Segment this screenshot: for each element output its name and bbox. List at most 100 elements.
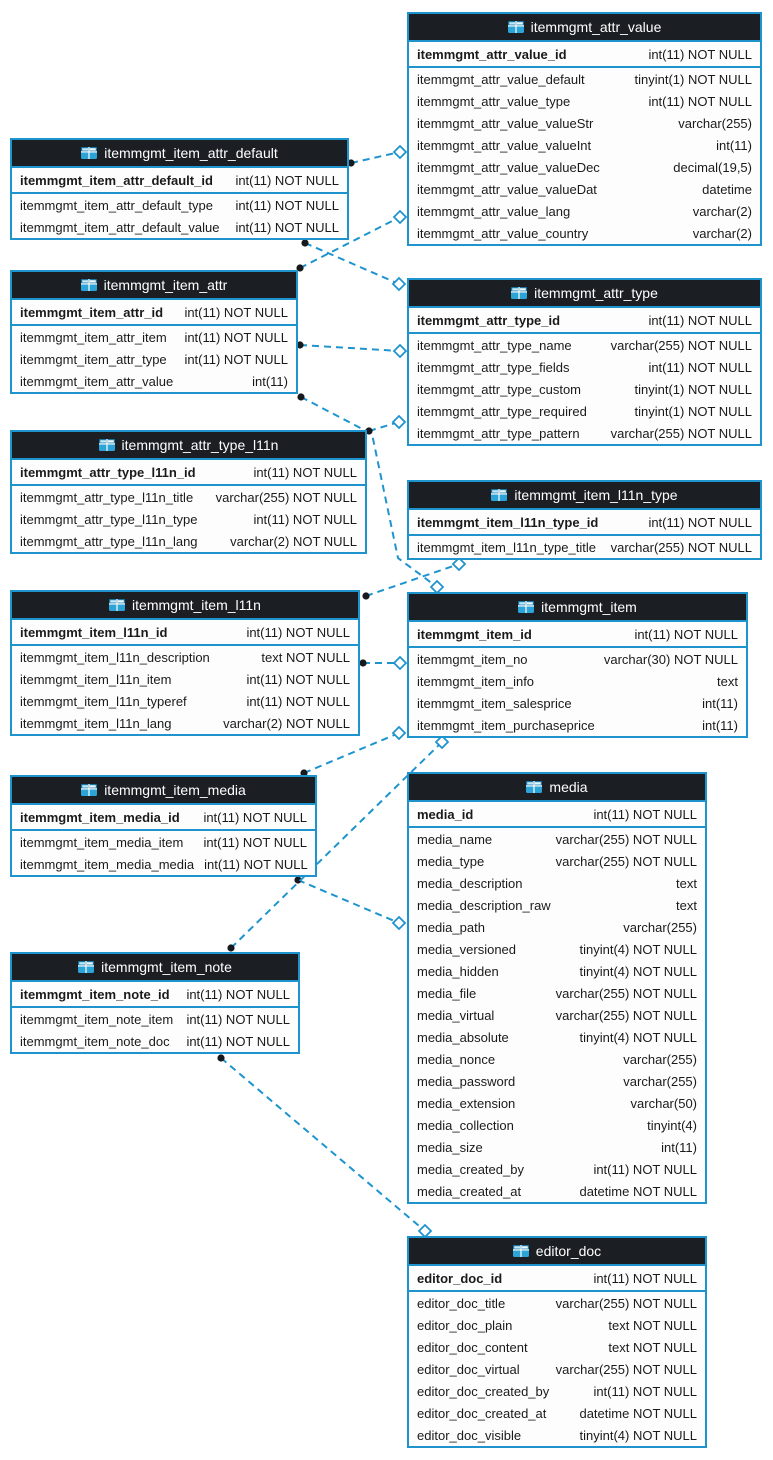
column-row: editor_doc_plain text NOT NULL — [409, 1314, 705, 1336]
column-row: itemmgmt_item_attr_default_value int(11) … — [12, 216, 347, 238]
table-itemmgmt_item_l11n_type[interactable]: itemmgmt_item_l11n_type itemmgmt_item_l11… — [407, 480, 762, 560]
column-name: itemmgmt_attr_type_pattern — [417, 425, 580, 441]
column-row: media_nonce varchar(255) — [409, 1048, 705, 1070]
primary-key-section: itemmgmt_attr_type_l11n_id int(11) NOT NU… — [12, 460, 365, 486]
column-name: itemmgmt_attr_value_default — [417, 71, 585, 87]
column-row: itemmgmt_attr_value_valueDat datetime — [409, 178, 760, 200]
column-row: itemmgmt_item_media_item int(11) NOT NULL — [12, 831, 315, 853]
column-type: int(11) NOT NULL — [204, 856, 308, 872]
column-type: text — [676, 897, 697, 913]
relationship-diamond-endpoint — [392, 655, 408, 671]
table-itemmgmt_attr_type_l11n[interactable]: itemmgmt_attr_type_l11n itemmgmt_attr_typ… — [10, 430, 367, 554]
columns-section: itemmgmt_item_attr_item int(11) NOT NULL i… — [12, 326, 296, 392]
column-row: itemmgmt_attr_type_pattern varchar(255) N… — [409, 422, 760, 444]
column-type: int(11) NOT NULL — [648, 312, 752, 328]
column-name: itemmgmt_item_note_doc — [20, 1033, 170, 1049]
table-itemmgmt_attr_type[interactable]: itemmgmt_attr_type itemmgmt_attr_type_id i… — [407, 278, 762, 446]
column-type: int(11) NOT NULL — [184, 329, 288, 345]
column-row: itemmgmt_attr_type_l11n_type int(11) NOT … — [12, 508, 365, 530]
table-header[interactable]: itemmgmt_item_l11n_type — [409, 482, 760, 510]
column-row: media_description text — [409, 872, 705, 894]
column-type: tinyint(4) NOT NULL — [579, 963, 697, 979]
column-name: itemmgmt_attr_type_l11n_title — [20, 489, 194, 505]
relationship-diamond-endpoint — [392, 144, 408, 160]
columns-section: media_name varchar(255) NOT NULL media_typ… — [409, 828, 705, 1202]
columns-section: editor_doc_title varchar(255) NOT NULL edi… — [409, 1292, 705, 1446]
column-name: itemmgmt_item_attr_value — [20, 373, 174, 389]
table-itemmgmt_item_note[interactable]: itemmgmt_item_note itemmgmt_item_note_id i… — [10, 952, 300, 1054]
column-name: editor_doc_plain — [417, 1317, 513, 1333]
column-name: editor_doc_content — [417, 1339, 528, 1355]
primary-key-section: itemmgmt_item_l11n_type_id int(11) NOT NU… — [409, 510, 760, 536]
column-name: editor_doc_id — [417, 1270, 503, 1286]
column-row: media_virtual varchar(255) NOT NULL — [409, 1004, 705, 1026]
column-type: varchar(255) NOT NULL — [610, 425, 752, 441]
relationship-dot-endpoint — [359, 659, 367, 667]
column-type: int(11) NOT NULL — [186, 1011, 290, 1027]
column-row: editor_doc_created_by int(11) NOT NULL — [409, 1380, 705, 1402]
columns-section: itemmgmt_item_l11n_type_title varchar(255… — [409, 536, 760, 558]
table-header[interactable]: itemmgmt_item_attr_default — [12, 140, 347, 168]
table-header[interactable]: itemmgmt_item_attr — [12, 272, 296, 300]
table-header[interactable]: itemmgmt_item — [409, 594, 746, 622]
column-row: media_file varchar(255) NOT NULL — [409, 982, 705, 1004]
column-name: media_collection — [417, 1117, 514, 1133]
table-header[interactable]: editor_doc — [409, 1238, 705, 1266]
column-type: varchar(2) NOT NULL — [223, 715, 350, 731]
table-header[interactable]: itemmgmt_item_media — [12, 777, 315, 805]
table-title: itemmgmt_item_note — [101, 959, 232, 975]
column-row: itemmgmt_attr_type_l11n_lang varchar(2) N… — [12, 530, 365, 552]
column-row: itemmgmt_item_purchaseprice int(11) — [409, 714, 746, 736]
table-itemmgmt_item_attr_default[interactable]: itemmgmt_item_attr_default itemmgmt_item_… — [10, 138, 349, 240]
table-header[interactable]: media — [409, 774, 705, 802]
table-editor_doc[interactable]: editor_doc editor_doc_id int(11) NOT NULL e… — [407, 1236, 707, 1448]
table-itemmgmt_item[interactable]: itemmgmt_item itemmgmt_item_id int(11) NOT… — [407, 592, 748, 738]
primary-key-section: media_id int(11) NOT NULL — [409, 802, 705, 828]
column-type: int(11) NOT NULL — [203, 809, 307, 825]
column-row: itemmgmt_attr_value_default tinyint(1) NO… — [409, 68, 760, 90]
relationship-line — [304, 242, 400, 285]
columns-section: itemmgmt_item_attr_default_type int(11) N… — [12, 194, 347, 238]
table-header[interactable]: itemmgmt_item_note — [12, 954, 298, 982]
table-media[interactable]: media media_id int(11) NOT NULL media_name v… — [407, 772, 707, 1204]
column-row: editor_doc_visible tinyint(4) NOT NULL — [409, 1424, 705, 1446]
column-row: media_password varchar(255) — [409, 1070, 705, 1092]
column-type: int(11) NOT NULL — [235, 172, 339, 188]
column-type: int(11) NOT NULL — [246, 693, 350, 709]
table-header[interactable]: itemmgmt_attr_type — [409, 280, 760, 308]
column-type: tinyint(4) NOT NULL — [579, 941, 697, 957]
column-row: editor_doc_created_at datetime NOT NULL — [409, 1402, 705, 1424]
primary-key-row: editor_doc_id int(11) NOT NULL — [409, 1266, 705, 1290]
column-row: itemmgmt_item_salesprice int(11) — [409, 692, 746, 714]
column-type: int(11) — [702, 717, 738, 733]
column-name: media_password — [417, 1073, 516, 1089]
column-name: media_virtual — [417, 1007, 495, 1023]
column-name: itemmgmt_item_l11n_type_title — [417, 539, 596, 555]
primary-key-row: itemmgmt_item_id int(11) NOT NULL — [409, 622, 746, 646]
column-type: int(11) NOT NULL — [253, 511, 357, 527]
table-header[interactable]: itemmgmt_attr_type_l11n — [12, 432, 365, 460]
primary-key-section: itemmgmt_attr_value_id int(11) NOT NULL — [409, 42, 760, 68]
table-header[interactable]: itemmgmt_attr_value — [409, 14, 760, 42]
primary-key-row: itemmgmt_item_l11n_type_id int(11) NOT NU… — [409, 510, 760, 534]
table-itemmgmt_item_media[interactable]: itemmgmt_item_media itemmgmt_item_media_i… — [10, 775, 317, 877]
table-itemmgmt_item_attr[interactable]: itemmgmt_item_attr itemmgmt_item_attr_id i… — [10, 270, 298, 394]
table-itemmgmt_attr_value[interactable]: itemmgmt_attr_value itemmgmt_attr_value_i… — [407, 12, 762, 246]
column-name: itemmgmt_item_info — [417, 673, 535, 689]
table-icon — [518, 601, 535, 613]
table-icon — [81, 784, 98, 796]
column-type: varchar(255) — [678, 115, 752, 131]
column-row: itemmgmt_item_media_media int(11) NOT NUL… — [12, 853, 315, 875]
relationship-dot-endpoint — [301, 239, 309, 247]
column-type: varchar(255) NOT NULL — [555, 831, 697, 847]
column-row: media_description_raw text — [409, 894, 705, 916]
column-name: media_type — [417, 853, 485, 869]
column-name: media_name — [417, 831, 493, 847]
primary-key-row: itemmgmt_item_media_id int(11) NOT NULL — [12, 805, 315, 829]
column-name: media_description_raw — [417, 897, 551, 913]
column-name: itemmgmt_item_id — [417, 626, 532, 642]
table-itemmgmt_item_l11n[interactable]: itemmgmt_item_l11n itemmgmt_item_l11n_id i… — [10, 590, 360, 736]
primary-key-section: itemmgmt_item_note_id int(11) NOT NULL — [12, 982, 298, 1008]
table-header[interactable]: itemmgmt_item_l11n — [12, 592, 358, 620]
column-name: itemmgmt_item_l11n_item — [20, 671, 172, 687]
